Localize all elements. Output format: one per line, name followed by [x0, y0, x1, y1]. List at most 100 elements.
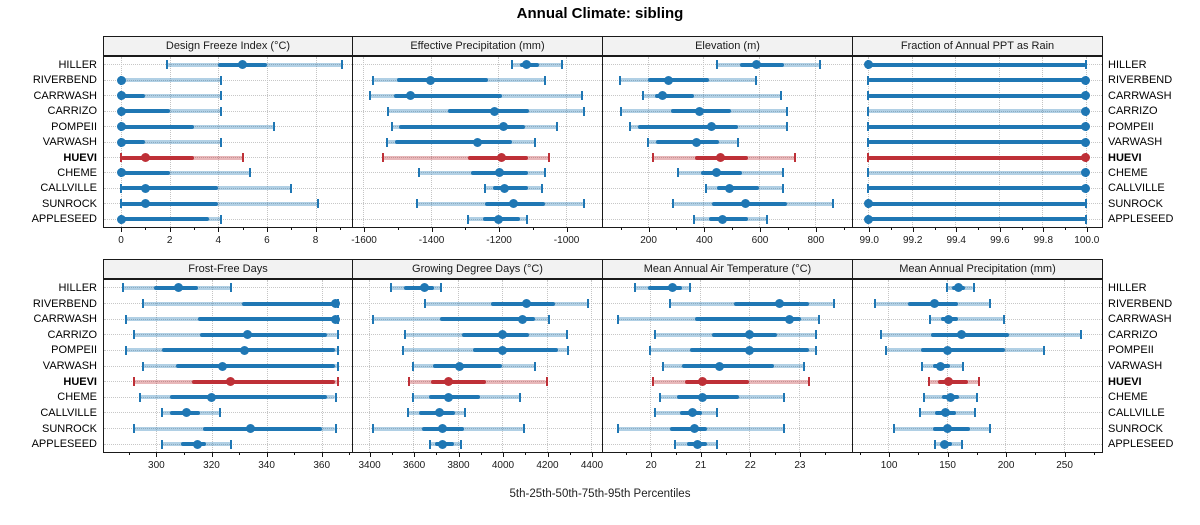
median-dot — [944, 377, 954, 387]
p5-cap — [652, 153, 655, 162]
gridline-horizontal — [603, 64, 852, 66]
gridline-horizontal — [353, 303, 602, 304]
p5-cap — [120, 199, 122, 209]
x-tick-label: 99.4 — [946, 235, 966, 246]
median-dot — [711, 168, 721, 178]
p25-p75-iqr-band — [868, 140, 1086, 144]
median-dot — [751, 60, 761, 70]
median-dot — [473, 137, 483, 147]
median-dot — [140, 153, 150, 162]
p95-cap — [334, 424, 337, 433]
median-dot — [943, 345, 953, 355]
site-label-appleseed: APPLESEED — [1108, 438, 1174, 451]
x-tick-minor — [725, 453, 727, 455]
site-label-carrizo: CARRIZO — [47, 105, 98, 118]
median-dot — [497, 330, 507, 340]
site-label-varwash: VARWASH — [1108, 136, 1163, 148]
gridline-horizontal — [104, 287, 352, 289]
plot-panel-1-1 — [353, 279, 603, 453]
axis-caption: 5th-25th-50th-75th-95th Percentiles — [509, 488, 691, 500]
gridline-horizontal — [603, 303, 852, 304]
p5-cap — [412, 361, 415, 371]
p5-p95-range-band — [868, 109, 1086, 114]
x-tick-major — [947, 453, 949, 457]
p25-p75-iqr-band — [700, 170, 743, 175]
p95-cap — [807, 377, 810, 387]
site-label-huevi: HUEVI — [1108, 375, 1142, 388]
p5-cap — [646, 137, 649, 147]
p95-cap — [583, 106, 586, 116]
median-dot — [694, 106, 704, 116]
x-tick-major — [760, 228, 761, 232]
p25-p75-iqr-band — [868, 124, 1086, 129]
x-tick-minor — [465, 228, 467, 230]
median-dot — [238, 60, 248, 70]
x-tick-label: 300 — [148, 460, 165, 471]
x-tick-minor — [732, 228, 734, 230]
median-dot — [658, 91, 668, 101]
x-tick-major — [700, 453, 702, 457]
p25-p75-iqr-band — [734, 301, 809, 306]
x-tick-label: -1200 — [486, 235, 512, 246]
site-label-callville: CALLVILLE — [1108, 182, 1165, 195]
p95-cap — [716, 439, 719, 449]
p5-cap — [368, 91, 371, 101]
panel-header-growing-degree-days-c-: Growing Degree Days (°C) — [353, 259, 603, 279]
p95-cap — [766, 214, 769, 224]
p5-cap — [921, 361, 923, 371]
p5-cap — [141, 299, 144, 308]
site-label-huevi: HUEVI — [1108, 151, 1142, 164]
site-label-cheme: CHEME — [1108, 391, 1148, 404]
p25-p75-iqr-band — [473, 348, 558, 353]
p25-p75-iqr-band — [121, 217, 209, 222]
p95-cap — [960, 439, 963, 449]
x-tick-major — [1064, 453, 1066, 457]
x-tick-major — [648, 228, 650, 232]
p5-cap — [141, 361, 144, 371]
panel-header-design-freeze-index-c-: Design Freeze Index (°C) — [103, 36, 353, 56]
gridline-horizontal — [104, 141, 352, 143]
median-dot — [437, 424, 447, 433]
p95-cap — [248, 168, 251, 178]
x-tick-major — [1043, 228, 1045, 232]
p95-cap — [219, 91, 222, 101]
gridline-horizontal — [104, 412, 352, 414]
x-tick-label: 200 — [640, 235, 657, 246]
x-tick-label: -1600 — [351, 235, 377, 246]
median-dot — [953, 283, 963, 293]
p25-p75-iqr-band — [393, 93, 502, 98]
p5-cap — [133, 424, 136, 433]
p95-cap — [831, 199, 834, 209]
site-label-riverbend: RIVERBEND — [1108, 297, 1173, 310]
gridline-horizontal — [603, 412, 852, 414]
p5-cap — [616, 424, 619, 433]
p25-p75-iqr-band — [739, 62, 785, 67]
gridline-horizontal — [853, 412, 1102, 414]
p95-cap — [815, 330, 818, 340]
median-dot — [1081, 91, 1091, 101]
gridline-horizontal — [104, 203, 352, 205]
p95-cap — [337, 330, 340, 340]
p95-cap — [817, 314, 820, 324]
site-label-huevi: HUEVI — [63, 375, 97, 388]
x-tick-major — [566, 228, 568, 232]
x-tick-minor — [525, 453, 527, 455]
site-label-pompeii: POMPEII — [1108, 344, 1154, 357]
p25-p75-iqr-band — [647, 285, 683, 290]
site-label-appleseed: APPLESEED — [31, 438, 97, 451]
p25-p75-iqr-band — [717, 186, 759, 191]
p5-cap — [867, 91, 870, 101]
p5-cap — [424, 299, 427, 308]
median-dot — [116, 91, 126, 101]
site-label-cheme: CHEME — [57, 391, 97, 404]
x-tick-major — [431, 228, 433, 232]
x-tick-minor — [291, 228, 293, 230]
median-dot — [940, 408, 950, 418]
p5-cap — [867, 122, 870, 131]
x-tick-label: 100 — [880, 460, 898, 471]
gridline-horizontal — [853, 318, 1102, 320]
median-dot — [1081, 122, 1091, 131]
site-label-callville: CALLVILLE — [40, 182, 97, 195]
p95-cap — [819, 60, 822, 70]
